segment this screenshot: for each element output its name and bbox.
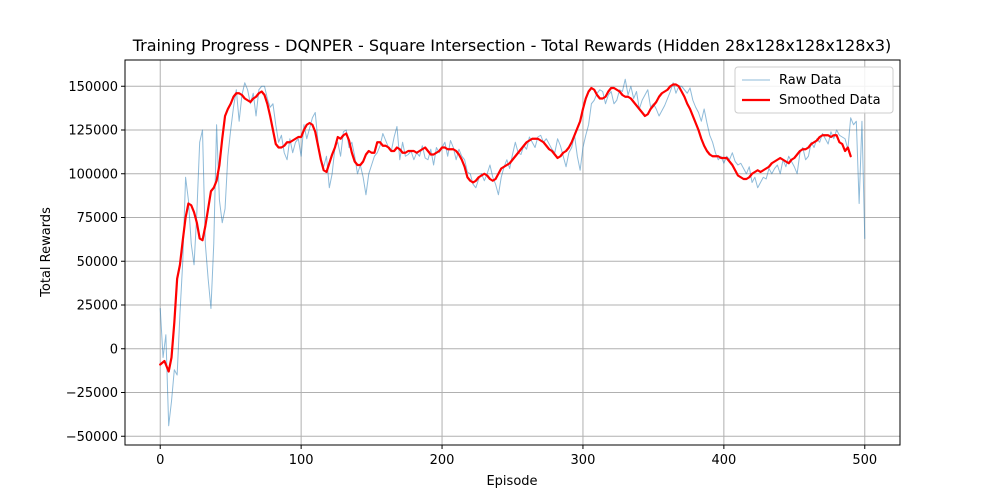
y-axis-ticks: −50000 −25000 0 25000 50000 75000 100000 125000…	[66, 80, 125, 445]
plot-area: 0 100 200 300 400 500 −50000 −25000 0 25000 50000…	[66, 59, 901, 468]
plot-frame	[124, 59, 901, 446]
y-tick-label: 75000	[77, 211, 118, 226]
legend-label-smoothed: Smoothed Data	[779, 93, 881, 108]
y-tick-label: −50000	[66, 430, 118, 445]
x-tick-label: 200	[430, 453, 455, 468]
y-tick-label: −25000	[66, 386, 118, 401]
legend-label-raw: Raw Data	[779, 73, 842, 88]
x-tick-label: 100	[289, 453, 314, 468]
chart-title: Training Progress - DQNPER - Square Inte…	[132, 36, 892, 55]
y-tick-label: 25000	[77, 299, 118, 314]
x-tick-label: 300	[571, 453, 596, 468]
series-line-smoothed	[159, 83, 852, 373]
y-tick-label: 150000	[68, 80, 118, 95]
y-tick-label: 0	[110, 342, 118, 357]
y-tick-label: 125000	[68, 124, 118, 139]
x-axis-label: Episode	[486, 474, 537, 489]
x-tick-label: 0	[156, 453, 164, 468]
series-line-raw	[159, 78, 866, 427]
legend-box	[734, 66, 894, 114]
x-tick-label: 400	[711, 453, 736, 468]
legend: Raw Data Smoothed Data	[734, 66, 894, 114]
x-axis-ticks: 0 100 200 300 400 500	[156, 445, 877, 468]
y-tick-label: 100000	[68, 167, 118, 182]
y-axis-label: Total Rewards	[39, 207, 54, 298]
x-tick-label: 500	[852, 453, 877, 468]
series-layer	[159, 78, 866, 427]
y-tick-label: 50000	[77, 255, 118, 270]
gridlines	[125, 60, 900, 445]
